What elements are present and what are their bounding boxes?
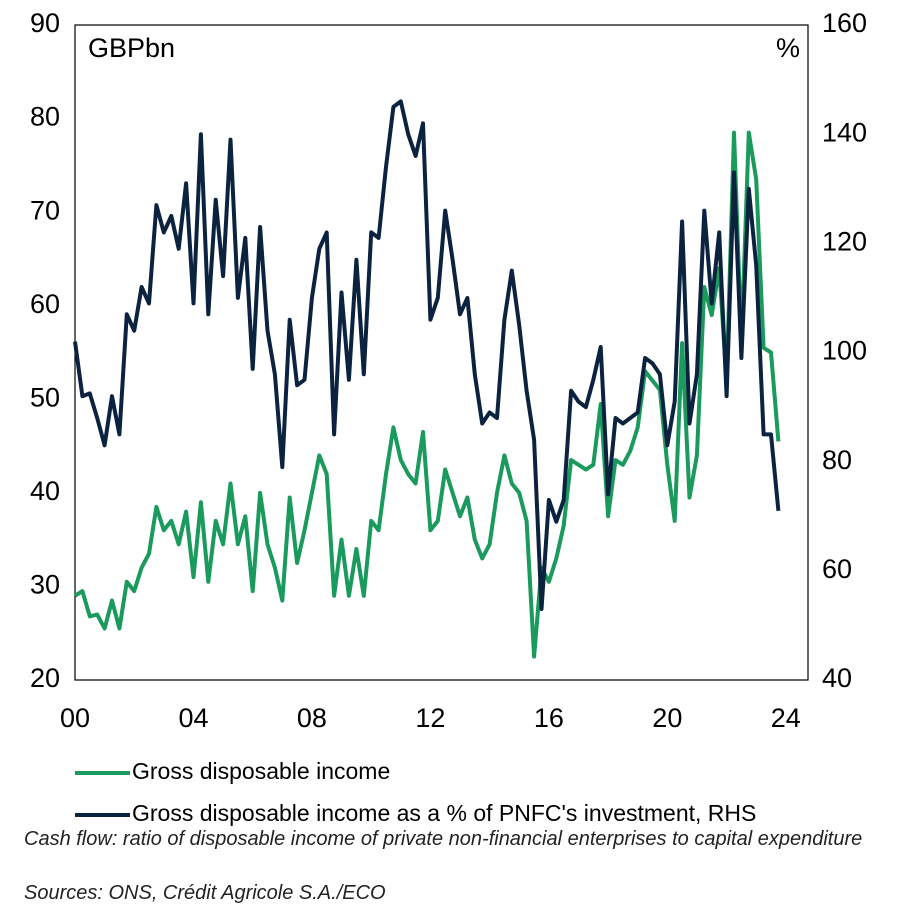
legend-label: Gross disposable income as a % of PNFC's…: [132, 800, 756, 826]
y2-tick-label: 80: [822, 445, 852, 475]
chart: GBPbn % 20 30 40 50 60 70 80 90 40 60 80 100 120 140 1…: [30, 8, 867, 826]
y-tick-label: 20: [30, 663, 60, 693]
legend-label: Gross disposable income: [132, 758, 390, 784]
sources: Sources: ONS, Crédit Agricole S.A./ECO: [24, 882, 386, 904]
y-tick-label: 30: [30, 570, 60, 600]
y-tick-label: 50: [30, 382, 60, 412]
x-tick-label: 24: [771, 703, 801, 733]
y2-tick-label: 120: [822, 226, 867, 256]
series-line: [73, 99, 781, 611]
x-tick-label: 08: [297, 703, 327, 733]
left-unit: GBPbn: [88, 33, 175, 63]
x-tick-label: 12: [415, 703, 445, 733]
y-tick-label: 60: [30, 289, 60, 319]
y-tick-label: 70: [30, 195, 60, 225]
y-tick-label: 90: [30, 8, 60, 38]
y-tick-label: 80: [30, 102, 60, 132]
x-tick-label: 20: [652, 703, 682, 733]
x-tick-label: 00: [60, 703, 90, 733]
right-unit: %: [776, 33, 800, 63]
x-tick-label: 16: [534, 703, 564, 733]
y2-tick-label: 60: [822, 554, 852, 584]
y2-tick-label: 40: [822, 663, 852, 693]
y2-tick-label: 100: [822, 336, 867, 366]
y2-tick-label: 160: [822, 8, 867, 38]
y-tick-label: 40: [30, 476, 60, 506]
x-tick-label: 04: [178, 703, 208, 733]
y2-tick-label: 140: [822, 117, 867, 147]
note: Cash flow: ratio of disposable income of…: [24, 828, 863, 850]
